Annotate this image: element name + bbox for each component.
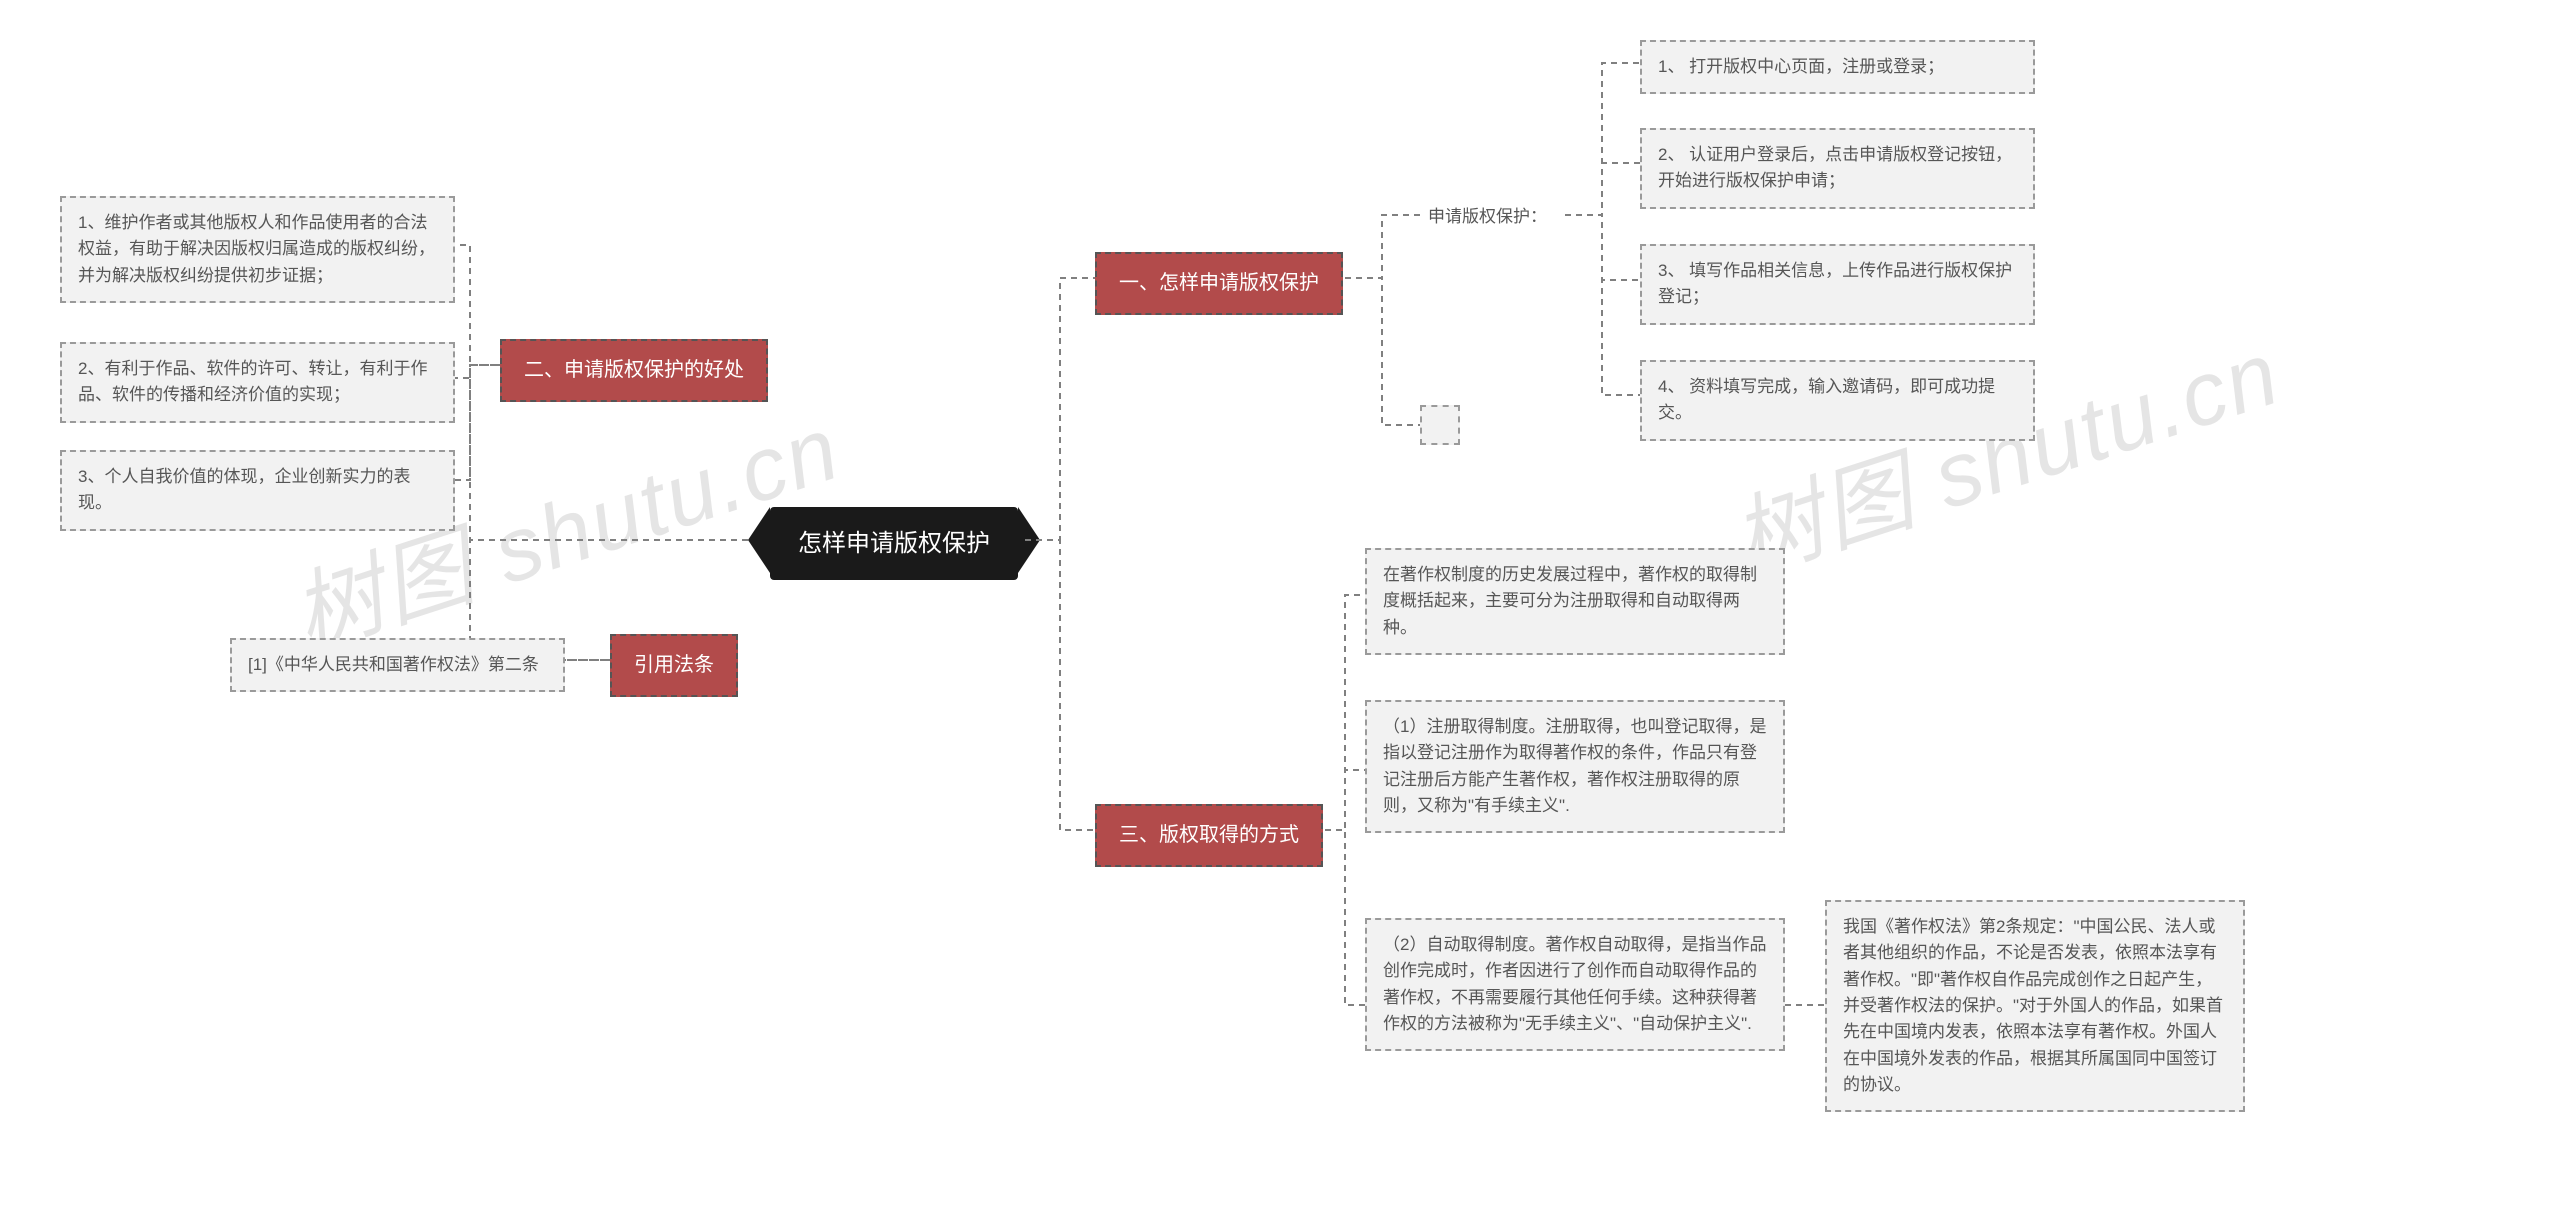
lf-b2-3: 3、个人自我价值的体现，企业创新实力的表现。 — [60, 450, 455, 531]
branch-apply: 一、怎样申请版权保护 — [1095, 252, 1343, 315]
leaf-step2: 2、 认证用户登录后，点击申请版权登记按钮，开始进行版权保护申请； — [1640, 128, 2035, 209]
leaf-step3: 3、 填写作品相关信息，上传作品进行版权保护登记； — [1640, 244, 2035, 325]
lf-b4-1: [1]《中华人民共和国著作权法》第二条 — [230, 638, 565, 692]
branch-ways: 三、版权取得的方式 — [1095, 804, 1323, 867]
lf-b2-2: 2、有利于作品、软件的许可、转让，有利于作品、软件的传播和经济价值的实现； — [60, 342, 455, 423]
leaf-step4: 4、 资料填写完成，输入邀请码，即可成功提交。 — [1640, 360, 2035, 441]
lf-b2-1: 1、维护作者或其他版权人和作品使用者的合法权益，有助于解决因版权归属造成的版权纠… — [60, 196, 455, 303]
watermark: 树图 shutu.cn — [1714, 301, 2294, 600]
root-node: 怎样申请版权保护 — [770, 507, 1018, 580]
leaf-step1: 1、 打开版权中心页面，注册或登录； — [1640, 40, 2035, 94]
empty-stub — [1420, 405, 1460, 445]
lf-b3-1: 在著作权制度的历史发展过程中，著作权的取得制度概括起来，主要可分为注册取得和自动… — [1365, 548, 1785, 655]
subnode-apply-steps: 申请版权保护： — [1420, 200, 1555, 234]
branch-benefits: 二、申请版权保护的好处 — [500, 339, 768, 402]
lf-b3-3: （2）自动取得制度。著作权自动取得，是指当作品创作完成时，作者因进行了创作而自动… — [1365, 918, 1785, 1051]
branch-citation: 引用法条 — [610, 634, 738, 697]
lf-b3-2: （1）注册取得制度。注册取得，也叫登记取得，是指以登记注册作为取得著作权的条件，… — [1365, 700, 1785, 833]
lf-b3-3-1: 我国《著作权法》第2条规定："中国公民、法人或者其他组织的作品，不论是否发表，依… — [1825, 900, 2245, 1112]
